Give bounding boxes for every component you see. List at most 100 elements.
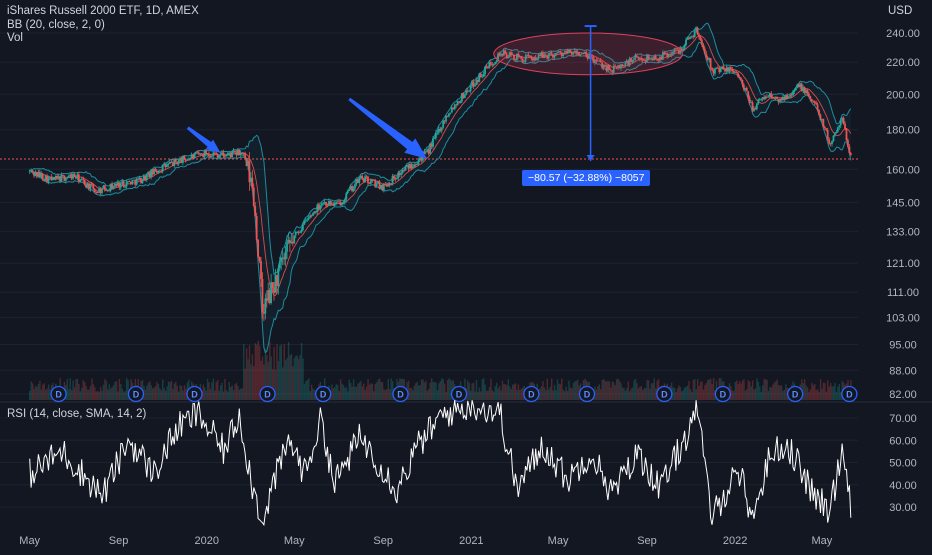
candle-body — [195, 152, 197, 154]
volume-bar — [310, 384, 313, 400]
measure-arrowhead — [586, 154, 595, 161]
candle-body — [825, 128, 828, 131]
candle-body — [592, 56, 595, 63]
candle-body — [112, 186, 115, 189]
volume-bar — [94, 387, 96, 400]
candle-body — [805, 90, 807, 94]
volume-bar — [840, 391, 842, 400]
candle-body — [547, 53, 550, 59]
candle-body — [442, 120, 445, 128]
volume-bar — [97, 390, 99, 400]
volume-bar — [553, 384, 556, 400]
candle-body — [135, 178, 138, 185]
volume-bar — [811, 383, 813, 400]
candle-body — [190, 154, 193, 159]
candle-body — [171, 162, 174, 166]
candle-body — [424, 151, 427, 153]
candle-body — [232, 150, 235, 152]
volume-bar — [361, 386, 363, 400]
volume-bar — [264, 348, 267, 400]
volume-bar — [827, 380, 829, 400]
candle-body — [520, 56, 523, 59]
rsi-tick-label: 40.00 — [889, 480, 917, 492]
candle-body — [465, 90, 468, 95]
volume-bar — [111, 387, 113, 400]
dividend-marker-label: D — [720, 390, 727, 400]
volume-bar — [568, 380, 570, 400]
candle-body — [328, 201, 330, 206]
candle-body — [718, 67, 721, 73]
candle-body — [287, 240, 290, 243]
volume-bar — [498, 386, 501, 400]
volume-bar — [309, 391, 311, 400]
candle-body — [416, 163, 419, 165]
symbol-legend[interactable]: iShares Russell 2000 ETF, 1D, AMEX — [7, 5, 199, 17]
candle-body — [541, 52, 544, 58]
candle-body — [709, 58, 712, 68]
vol-legend[interactable]: Vol — [7, 32, 23, 44]
volume-bar — [539, 388, 541, 400]
candle-body — [114, 183, 116, 187]
candle-body — [333, 203, 336, 206]
candle-body — [88, 183, 90, 190]
candle-body — [140, 177, 142, 184]
volume-bar — [780, 385, 783, 400]
candle-body — [821, 118, 823, 120]
candle-body — [581, 53, 583, 55]
volume-bar — [555, 390, 557, 400]
volume-bar — [390, 378, 392, 400]
candle-body — [278, 261, 281, 269]
volume-bar — [808, 391, 810, 400]
candle-body — [426, 149, 429, 152]
candle-body — [823, 127, 826, 129]
candle-body — [355, 179, 358, 185]
candle-body — [676, 49, 679, 51]
candle-body — [640, 57, 643, 60]
dividend-marker — [392, 385, 409, 403]
volume-bar — [520, 388, 523, 400]
candle-body — [179, 158, 181, 161]
rsi-legend[interactable]: RSI (14, close, SMA, 14, 2) — [7, 408, 147, 420]
candle-body — [832, 135, 835, 142]
volume-bar — [442, 379, 444, 400]
candle-body — [576, 51, 579, 54]
volume-bar — [33, 388, 35, 400]
candle-body — [170, 162, 173, 163]
candle-body — [552, 54, 554, 58]
volume-bar — [120, 383, 122, 400]
candle-body — [755, 103, 758, 110]
volume-bar — [274, 369, 277, 400]
volume-bar — [283, 344, 285, 400]
volume-bar — [302, 358, 304, 400]
volume-bar — [491, 390, 494, 400]
candle-body — [781, 96, 784, 101]
volume-bar — [689, 389, 692, 400]
volume-bar — [678, 385, 680, 400]
volume-bar — [514, 383, 517, 400]
candle-body — [586, 56, 589, 59]
candle-body — [44, 175, 47, 181]
candle-body — [205, 150, 207, 155]
candle-body — [98, 188, 100, 193]
volume-bar — [149, 381, 151, 400]
candle-body — [433, 138, 436, 139]
candle-body — [197, 152, 200, 155]
volume-bar — [270, 356, 272, 400]
volume-bar — [271, 369, 274, 400]
volume-bar — [412, 390, 414, 400]
volume-bar — [89, 385, 92, 400]
volume-bar — [542, 381, 544, 400]
candle-body — [517, 53, 520, 57]
bb-legend[interactable]: BB (20, close, 2, 0) — [7, 19, 105, 31]
volume-bar — [620, 383, 622, 400]
volume-bar — [351, 386, 353, 400]
volume-bar — [91, 378, 93, 400]
candle-body — [528, 55, 531, 57]
candle-body — [115, 183, 118, 186]
volume-bar — [279, 345, 281, 400]
candle-body — [156, 171, 158, 173]
candle-body — [487, 67, 489, 69]
volume-bar — [419, 385, 421, 400]
